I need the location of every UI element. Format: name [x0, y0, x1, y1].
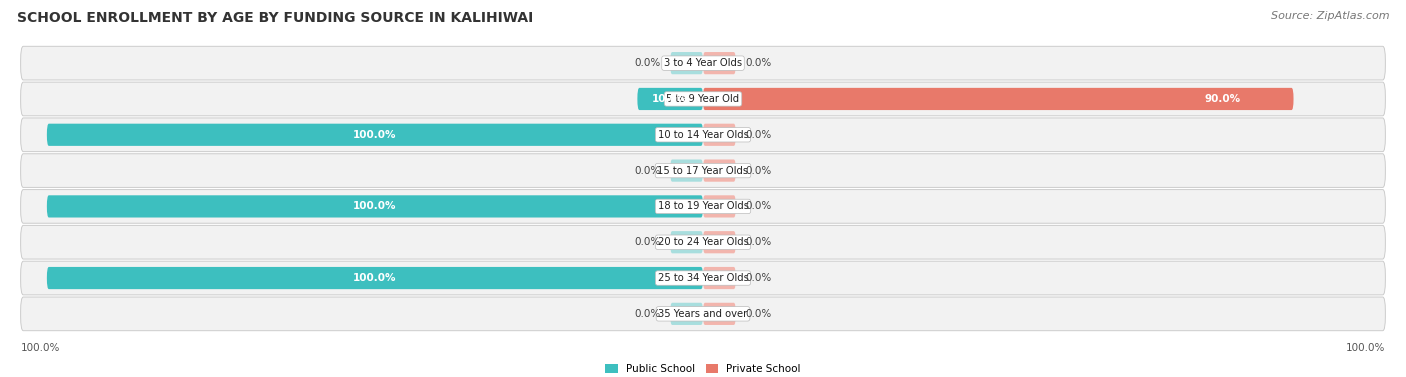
- Text: 3 to 4 Year Olds: 3 to 4 Year Olds: [664, 58, 742, 68]
- Text: SCHOOL ENROLLMENT BY AGE BY FUNDING SOURCE IN KALIHIWAI: SCHOOL ENROLLMENT BY AGE BY FUNDING SOUR…: [17, 11, 533, 25]
- FancyBboxPatch shape: [21, 82, 1385, 116]
- FancyBboxPatch shape: [703, 267, 735, 289]
- Text: 0.0%: 0.0%: [634, 166, 661, 176]
- FancyBboxPatch shape: [21, 190, 1385, 223]
- Text: 0.0%: 0.0%: [745, 166, 772, 176]
- Text: 0.0%: 0.0%: [634, 309, 661, 319]
- FancyBboxPatch shape: [21, 46, 1385, 80]
- FancyBboxPatch shape: [703, 303, 735, 325]
- Text: 5 to 9 Year Old: 5 to 9 Year Old: [666, 94, 740, 104]
- Text: 100.0%: 100.0%: [353, 273, 396, 283]
- Text: 25 to 34 Year Olds: 25 to 34 Year Olds: [658, 273, 748, 283]
- FancyBboxPatch shape: [21, 261, 1385, 295]
- FancyBboxPatch shape: [703, 88, 1294, 110]
- Text: 0.0%: 0.0%: [745, 130, 772, 140]
- Text: 90.0%: 90.0%: [1205, 94, 1240, 104]
- FancyBboxPatch shape: [637, 88, 703, 110]
- FancyBboxPatch shape: [671, 159, 703, 182]
- FancyBboxPatch shape: [46, 267, 703, 289]
- Text: 100.0%: 100.0%: [21, 343, 60, 353]
- FancyBboxPatch shape: [703, 52, 735, 74]
- FancyBboxPatch shape: [671, 303, 703, 325]
- Text: 100.0%: 100.0%: [1346, 343, 1385, 353]
- Text: 0.0%: 0.0%: [634, 58, 661, 68]
- FancyBboxPatch shape: [703, 124, 735, 146]
- FancyBboxPatch shape: [703, 195, 735, 218]
- FancyBboxPatch shape: [46, 124, 703, 146]
- Text: 18 to 19 Year Olds: 18 to 19 Year Olds: [658, 201, 748, 211]
- FancyBboxPatch shape: [671, 231, 703, 253]
- Text: 15 to 17 Year Olds: 15 to 17 Year Olds: [658, 166, 748, 176]
- FancyBboxPatch shape: [21, 154, 1385, 187]
- Text: 0.0%: 0.0%: [634, 237, 661, 247]
- FancyBboxPatch shape: [21, 118, 1385, 152]
- Text: 10 to 14 Year Olds: 10 to 14 Year Olds: [658, 130, 748, 140]
- Text: 0.0%: 0.0%: [745, 273, 772, 283]
- FancyBboxPatch shape: [703, 159, 735, 182]
- Text: 0.0%: 0.0%: [745, 237, 772, 247]
- Text: 0.0%: 0.0%: [745, 58, 772, 68]
- FancyBboxPatch shape: [46, 195, 703, 218]
- Text: 0.0%: 0.0%: [745, 201, 772, 211]
- Text: 100.0%: 100.0%: [353, 130, 396, 140]
- Text: 20 to 24 Year Olds: 20 to 24 Year Olds: [658, 237, 748, 247]
- Legend: Public School, Private School: Public School, Private School: [600, 360, 806, 377]
- FancyBboxPatch shape: [671, 52, 703, 74]
- Text: 35 Years and over: 35 Years and over: [658, 309, 748, 319]
- Text: 100.0%: 100.0%: [353, 201, 396, 211]
- Text: Source: ZipAtlas.com: Source: ZipAtlas.com: [1271, 11, 1389, 21]
- FancyBboxPatch shape: [703, 231, 735, 253]
- Text: 10.0%: 10.0%: [652, 94, 689, 104]
- Text: 0.0%: 0.0%: [745, 309, 772, 319]
- FancyBboxPatch shape: [21, 225, 1385, 259]
- FancyBboxPatch shape: [21, 297, 1385, 331]
